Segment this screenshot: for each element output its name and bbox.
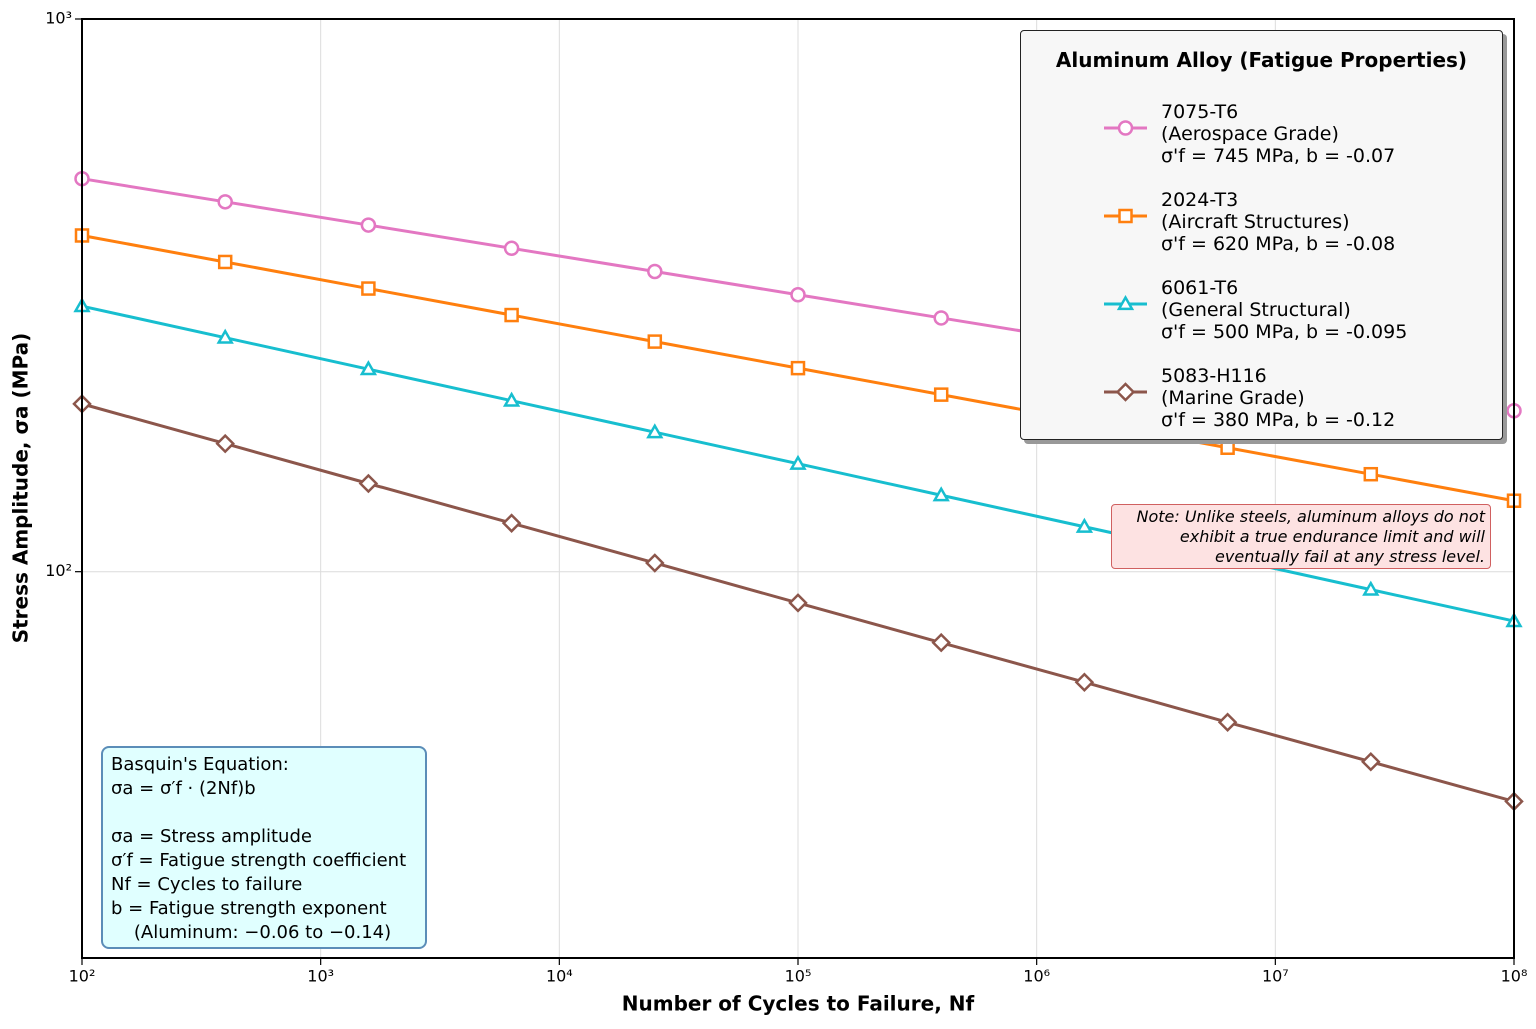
marker xyxy=(1074,672,1095,692)
legend-title: Aluminum Alloy (Fatigue Properties) xyxy=(1055,48,1468,72)
y-axis-label: Stress Amplitude, σa (MPa) xyxy=(9,333,33,644)
marker xyxy=(504,307,519,323)
equation-line: Basquin's Equation: xyxy=(111,754,289,775)
marker xyxy=(216,328,234,344)
legend-swatch xyxy=(1104,382,1147,402)
equation-box: Basquin's Equation: σa = σ′f · (2Nf)b σa =… xyxy=(101,746,427,949)
marker xyxy=(1117,120,1134,136)
marker xyxy=(788,593,808,613)
marker xyxy=(647,263,663,280)
marker xyxy=(790,360,806,376)
marker xyxy=(931,632,951,653)
y-tick-label: 10² xyxy=(45,561,72,580)
equation-line: b = Fatigue strength exponent xyxy=(111,898,387,919)
marker xyxy=(933,310,949,326)
marker xyxy=(1362,580,1380,596)
marker xyxy=(789,454,807,470)
x-tick-label: 10⁶ xyxy=(1023,967,1050,986)
legend-label: 2024-T3 (Aircraft Structures) σ'f = 620 … xyxy=(1161,189,1396,255)
marker xyxy=(932,486,950,502)
y-tick-label: 10³ xyxy=(45,9,72,28)
equation-line: σa = σ′f · (2Nf)b xyxy=(111,778,256,799)
equation-line: Nf = Cycles to failure xyxy=(111,874,303,895)
marker xyxy=(1363,466,1379,482)
marker xyxy=(217,254,233,270)
marker xyxy=(358,473,379,494)
legend: Aluminum Alloy (Fatigue Properties) 7075… xyxy=(1020,30,1503,440)
marker xyxy=(647,334,663,349)
marker xyxy=(1118,208,1133,224)
legend-label: 7075-T6 (Aerospace Grade) σ'f = 745 MPa,… xyxy=(1161,101,1396,167)
legend-label: 5083-H116 (Marine Grade) σ'f = 380 MPa, … xyxy=(1161,365,1396,431)
marker xyxy=(1075,517,1094,533)
legend-swatch xyxy=(1104,120,1147,136)
marker xyxy=(645,553,665,573)
marker xyxy=(790,287,806,303)
marker xyxy=(1115,382,1136,402)
x-tick-label: 10⁵ xyxy=(785,967,812,986)
legend-label: 6061-T6 (General Structural) σ'f = 500 M… xyxy=(1161,277,1408,343)
marker xyxy=(646,423,664,439)
marker xyxy=(503,240,520,257)
marker xyxy=(361,281,376,296)
x-tick-label: 10⁸ xyxy=(1501,967,1528,986)
x-tick-label: 10⁴ xyxy=(546,967,573,986)
plot-frame xyxy=(81,18,1515,959)
marker xyxy=(360,217,377,233)
marker xyxy=(217,194,233,210)
marker xyxy=(502,391,521,407)
x-axis-label: Number of Cycles to Failure, Nf xyxy=(622,992,975,1016)
note-annotation: Note: Unlike steels, aluminum alloys do … xyxy=(1111,504,1491,569)
x-tick-label: 10² xyxy=(69,967,96,986)
equation-line: σ′f = Fatigue strength coefficient xyxy=(111,850,407,871)
equation-line xyxy=(111,801,417,825)
marker xyxy=(1116,294,1135,311)
equation-line: σa = Stress amplitude xyxy=(111,826,312,847)
marker xyxy=(359,360,378,376)
legend-swatch xyxy=(1104,208,1147,224)
marker xyxy=(1217,712,1238,733)
marker xyxy=(933,387,949,402)
equation-line: (Aluminum: −0.06 to −0.14) xyxy=(111,922,392,943)
legend-swatch xyxy=(1104,294,1147,311)
marker xyxy=(1361,751,1381,772)
marker xyxy=(1220,440,1235,455)
marker xyxy=(215,433,235,454)
marker xyxy=(501,513,522,533)
x-tick-label: 10⁷ xyxy=(1262,967,1289,986)
x-tick-label: 10³ xyxy=(307,967,334,986)
